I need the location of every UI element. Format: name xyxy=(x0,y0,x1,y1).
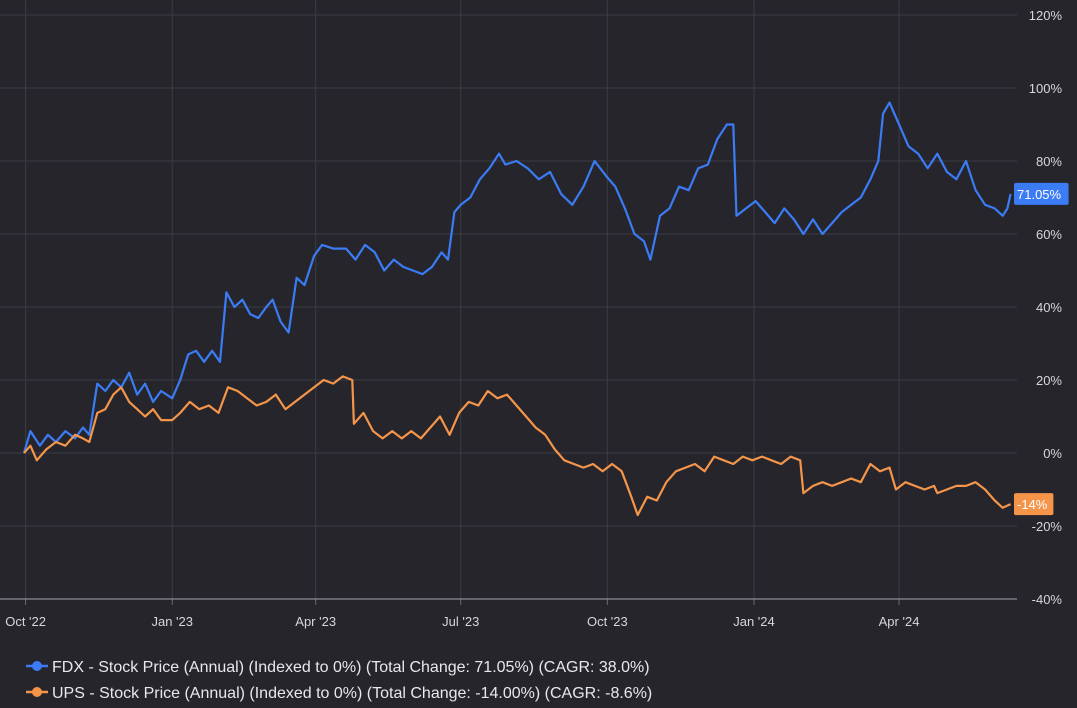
end-badge-box xyxy=(1014,182,1069,205)
legend-dot-marker xyxy=(32,661,42,671)
legend-item-fdx[interactable]: FDX - Stock Price (Annual) (Indexed to 0… xyxy=(26,659,650,676)
y-tick-label: 0% xyxy=(1043,446,1062,461)
ups-series-line xyxy=(23,375,1012,517)
y-tick-label: 20% xyxy=(1036,373,1062,388)
grid xyxy=(0,0,1017,600)
y-tick-label: 100% xyxy=(1029,81,1063,96)
fdx-end-badge: 71.05% xyxy=(1014,182,1069,205)
x-tick-label: Jan '24 xyxy=(733,614,775,629)
y-tick-label: -40% xyxy=(1032,592,1063,607)
legend[interactable]: FDX - Stock Price (Annual) (Indexed to 0… xyxy=(26,659,652,702)
legend-item-ups[interactable]: UPS - Stock Price (Annual) (Indexed to 0… xyxy=(26,685,652,702)
fdx-series-line xyxy=(22,101,1012,454)
ups-end-badge: -14% xyxy=(1014,493,1054,516)
end-badge-value: 71.05% xyxy=(1017,187,1062,202)
x-tick-label: Jul '23 xyxy=(442,614,479,629)
y-tick-label: 120% xyxy=(1029,8,1063,23)
legend-label: FDX - Stock Price (Annual) (Indexed to 0… xyxy=(52,659,650,676)
x-tick-label: Oct '23 xyxy=(587,614,628,629)
y-tick-label: 60% xyxy=(1036,227,1062,242)
x-tick-label: Jan '23 xyxy=(151,614,193,629)
y-axis-ticks: 120% 100% 80% 60% 40% 20% 0% -20% -40% xyxy=(1029,8,1063,607)
y-tick-label: 40% xyxy=(1036,300,1062,315)
x-tick-label: Oct '22 xyxy=(5,614,46,629)
x-axis-ticks: Oct '22 Jan '23 Apr '23 Jul '23 Oct '23 Jan '… xyxy=(0,598,1017,629)
end-value-badges: 71.05% -14% xyxy=(1014,182,1069,516)
y-tick-label: 80% xyxy=(1036,154,1062,169)
x-tick-label: Apr '23 xyxy=(295,614,336,629)
y-tick-label: -20% xyxy=(1032,519,1063,534)
legend-label: UPS - Stock Price (Annual) (Indexed to 0… xyxy=(52,685,652,702)
end-badge-value: -14% xyxy=(1017,497,1048,512)
legend-dot-marker xyxy=(32,687,42,697)
end-badge-box xyxy=(1014,493,1054,516)
series-lines xyxy=(22,101,1012,517)
x-tick-label: Apr '24 xyxy=(879,614,920,629)
